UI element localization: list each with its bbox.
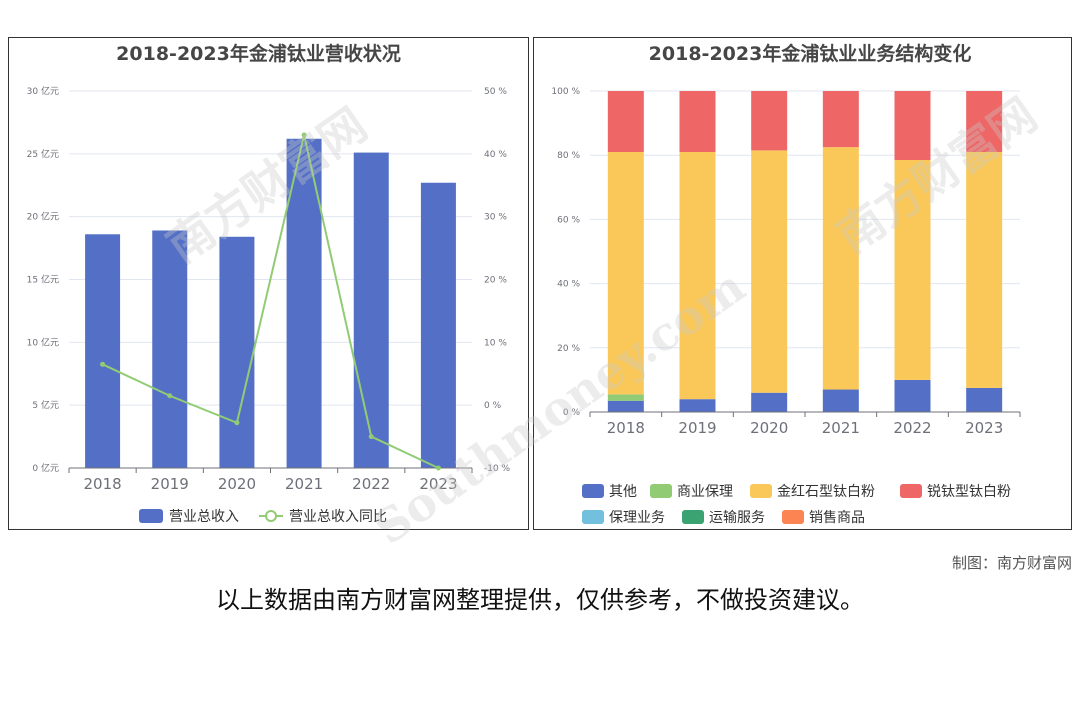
point-yoy-2018 [100, 361, 106, 367]
y-tick-label: 40 % [557, 280, 580, 290]
bar-segment-3-2023 [966, 91, 1003, 152]
legend-swatch-0 [582, 484, 604, 498]
y-tick-label: 60 % [557, 215, 580, 225]
y-left-tick-label: 0 亿元 [32, 462, 59, 474]
point-yoy-2020 [234, 420, 240, 426]
legend-swatch-revenue [139, 509, 163, 523]
bar-segment-2-2018 [607, 151, 644, 395]
bar-segment-2-2022 [894, 160, 931, 380]
x-tick-label: 2022 [893, 419, 931, 437]
legend-swatch-4 [582, 510, 604, 524]
point-yoy-2022 [368, 434, 374, 440]
legend-swatch-3 [900, 484, 922, 498]
y-tick-label: 100 % [551, 87, 580, 97]
revenue-chart: 2018-2023年金浦钛业营收状况 0 亿元 5 亿元 10 亿元 15 亿元 20 亿… [27, 42, 511, 525]
legend-swatch-5 [682, 510, 704, 524]
legend-label-revenue: 营业总收入 [169, 509, 239, 525]
y-right-tick-label: 10 % [484, 338, 507, 348]
legend-swatch-yoy-marker [265, 510, 277, 522]
bar-segment-1-2018 [607, 394, 644, 401]
legend-swatch-2 [750, 484, 772, 498]
legend-label-3: 锐钛型钛白粉 [927, 484, 1011, 500]
x-tick-label: 2021 [822, 419, 860, 437]
x-tick-label: 2018 [83, 475, 121, 493]
y-left-tick-label: 25 亿元 [27, 148, 59, 160]
y-right-tick-label: -10 % [484, 464, 511, 474]
y-left-tick-label: 30 亿元 [27, 85, 59, 97]
y-right-tick-label: 20 % [484, 276, 507, 286]
legend-label-5: 运输服务 [709, 510, 765, 526]
x-tick-label: 2018 [607, 419, 645, 437]
point-yoy-2023 [435, 465, 441, 471]
bar-segment-2-2019 [679, 151, 716, 400]
bar-revenue-2022 [353, 152, 389, 468]
point-yoy-2021 [301, 132, 307, 138]
legend-label-4: 保理业务 [609, 510, 665, 526]
bar-segment-3-2022 [894, 91, 931, 161]
legend-label-6: 销售商品 [809, 510, 865, 526]
y-tick-label: 80 % [557, 151, 580, 161]
bar-revenue-2023 [420, 182, 456, 468]
y-left-tick-label: 15 亿元 [27, 274, 59, 286]
x-tick-label: 2020 [750, 419, 788, 437]
legend-label-2: 金红石型钛白粉 [777, 484, 875, 500]
bar-segment-3-2020 [751, 91, 788, 151]
x-tick-label: 2021 [285, 475, 323, 493]
bar-segment-0-2022 [894, 379, 931, 412]
bar-revenue-2018 [85, 234, 121, 468]
y-left-tick-label: 5 亿元 [32, 399, 59, 411]
x-tick-label: 2023 [419, 475, 457, 493]
x-tick-label: 2019 [678, 419, 716, 437]
legend-swatch-1 [650, 484, 672, 498]
bar-segment-0-2023 [966, 387, 1003, 412]
business-structure-chart-panel: 2018-2023年金浦钛业业务结构变化 0 % 20 % 40 % 60 % 80 % 1… [533, 37, 1072, 530]
bar-segment-0-2021 [822, 389, 859, 412]
x-tick-label: 2020 [218, 475, 256, 493]
bar-segment-2-2020 [751, 150, 788, 393]
disclaimer-text: 以上数据由南方财富网整理提供，仅供参考，不做投资建议。 [216, 586, 864, 614]
y-tick-label: 20 % [557, 344, 580, 354]
bar-revenue-2020 [219, 236, 255, 468]
bar-revenue-2021 [286, 138, 322, 468]
y-right-tick-label: 50 % [484, 87, 507, 97]
revenue-chart-panel: 2018-2023年金浦钛业营收状况 0 亿元 5 亿元 10 亿元 15 亿元 20 亿… [8, 37, 529, 530]
legend-swatch-6 [782, 510, 804, 524]
line-revenue-yoy [102, 134, 439, 469]
chart-title: 2018-2023年金浦钛业业务结构变化 [649, 42, 972, 65]
bar-segment-3-2018 [607, 91, 644, 152]
bar-segment-0-2018 [607, 400, 644, 412]
y-left-tick-label: 20 亿元 [27, 211, 59, 223]
bar-segment-0-2019 [679, 399, 716, 412]
legend-label-1: 商业保理 [677, 484, 733, 500]
y-right-tick-label: 30 % [484, 213, 507, 223]
y-tick-label: 0 % [563, 408, 581, 418]
x-tick-label: 2023 [965, 419, 1003, 437]
point-yoy-2019 [167, 393, 173, 399]
x-tick-label: 2019 [151, 475, 189, 493]
bar-segment-0-2020 [751, 392, 788, 412]
bar-segment-2-2021 [822, 147, 859, 390]
bar-segment-2-2023 [966, 151, 1003, 388]
x-tick-label: 2022 [352, 475, 390, 493]
bar-segment-3-2019 [679, 91, 716, 152]
bar-revenue-2019 [152, 230, 188, 468]
chart-credit: 制图：南方财富网 [951, 554, 1072, 572]
y-right-tick-label: 40 % [484, 150, 507, 160]
y-right-tick-label: 0 % [484, 401, 502, 411]
business-structure-chart: 2018-2023年金浦钛业业务结构变化 0 % 20 % 40 % 60 % 80 % 1… [551, 42, 1021, 526]
y-left-tick-label: 10 亿元 [27, 336, 59, 348]
bar-segment-3-2021 [822, 91, 859, 148]
legend-label-yoy: 营业总收入同比 [289, 509, 387, 525]
legend-label-0: 其他 [609, 484, 637, 500]
chart-title: 2018-2023年金浦钛业营收状况 [116, 42, 401, 65]
